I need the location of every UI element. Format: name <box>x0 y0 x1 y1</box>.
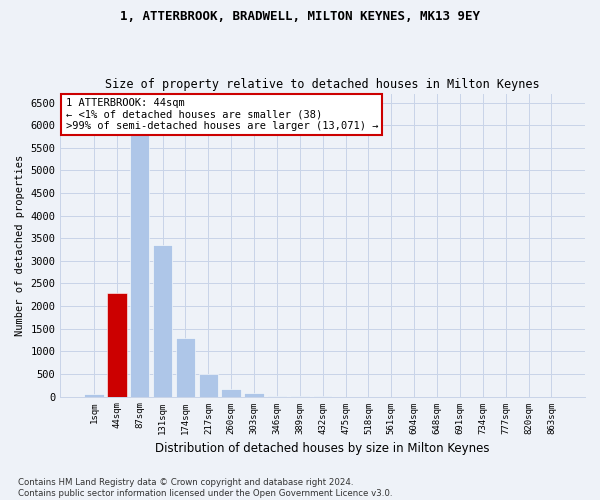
Bar <box>199 374 218 396</box>
X-axis label: Distribution of detached houses by size in Milton Keynes: Distribution of detached houses by size … <box>155 442 490 455</box>
Bar <box>107 292 127 397</box>
Text: 1 ATTERBROOK: 44sqm
← <1% of detached houses are smaller (38)
>99% of semi-detac: 1 ATTERBROOK: 44sqm ← <1% of detached ho… <box>65 98 378 132</box>
Text: 1, ATTERBROOK, BRADWELL, MILTON KEYNES, MK13 9EY: 1, ATTERBROOK, BRADWELL, MILTON KEYNES, … <box>120 10 480 23</box>
Bar <box>244 394 264 396</box>
Text: Contains HM Land Registry data © Crown copyright and database right 2024.
Contai: Contains HM Land Registry data © Crown c… <box>18 478 392 498</box>
Y-axis label: Number of detached properties: Number of detached properties <box>15 154 25 336</box>
Bar <box>221 388 241 396</box>
Bar <box>153 245 172 396</box>
Bar <box>130 105 149 397</box>
Title: Size of property relative to detached houses in Milton Keynes: Size of property relative to detached ho… <box>106 78 540 91</box>
Bar <box>176 338 195 396</box>
Bar <box>84 394 104 396</box>
